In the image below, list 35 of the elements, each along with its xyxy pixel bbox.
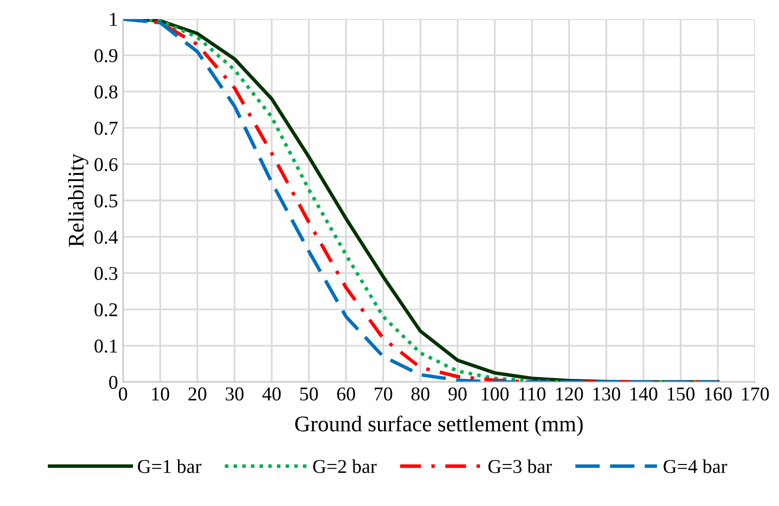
y-tick-label: 0.4 [94,230,118,244]
x-tick-label: 100 [482,387,509,401]
x-tick-label: 20 [188,387,206,401]
x-tick-label: 110 [519,387,546,401]
legend-label: G=1 bar [138,459,202,474]
y-tick-label: 0.9 [94,49,118,62]
x-tick-label: 90 [448,387,467,401]
x-tick-label: 170 [742,387,769,401]
x-tick-label: 10 [152,387,170,401]
y-tick-label: 0.2 [94,303,118,316]
y-tick-label: 0.6 [94,158,118,172]
x-tick-label: 60 [337,387,356,401]
x-tick-label: 140 [630,387,658,401]
x-tick-label: 50 [300,387,318,401]
x-tick-label: 130 [593,387,620,401]
legend-label: G=2 bar [313,459,377,474]
y-tick-label: 0 [109,376,118,389]
x-tick-label: 120 [556,387,583,401]
y-tick-label: 0.5 [94,194,118,208]
legend-label: G=4 bar [664,459,728,474]
x-tick-label: 0 [118,387,128,401]
y-tick-label: 0.3 [94,266,118,280]
y-tick-label: 0.1 [94,340,117,353]
y-tick-label: 1 [110,12,117,26]
y-axis-title: Reliability [68,154,88,247]
y-tick-label: 0.7 [94,122,118,135]
x-tick-label: 70 [374,387,392,401]
x-tick-label: 160 [704,387,732,401]
x-axis-title: Ground surface settlement (mm) [295,416,583,436]
x-tick-label: 40 [262,387,281,401]
x-tick-label: 80 [411,387,430,401]
x-tick-label: 30 [226,387,244,401]
x-tick-label: 150 [668,387,694,401]
legend-label: G=3 bar [488,459,552,474]
y-tick-label: 0.8 [94,85,118,99]
